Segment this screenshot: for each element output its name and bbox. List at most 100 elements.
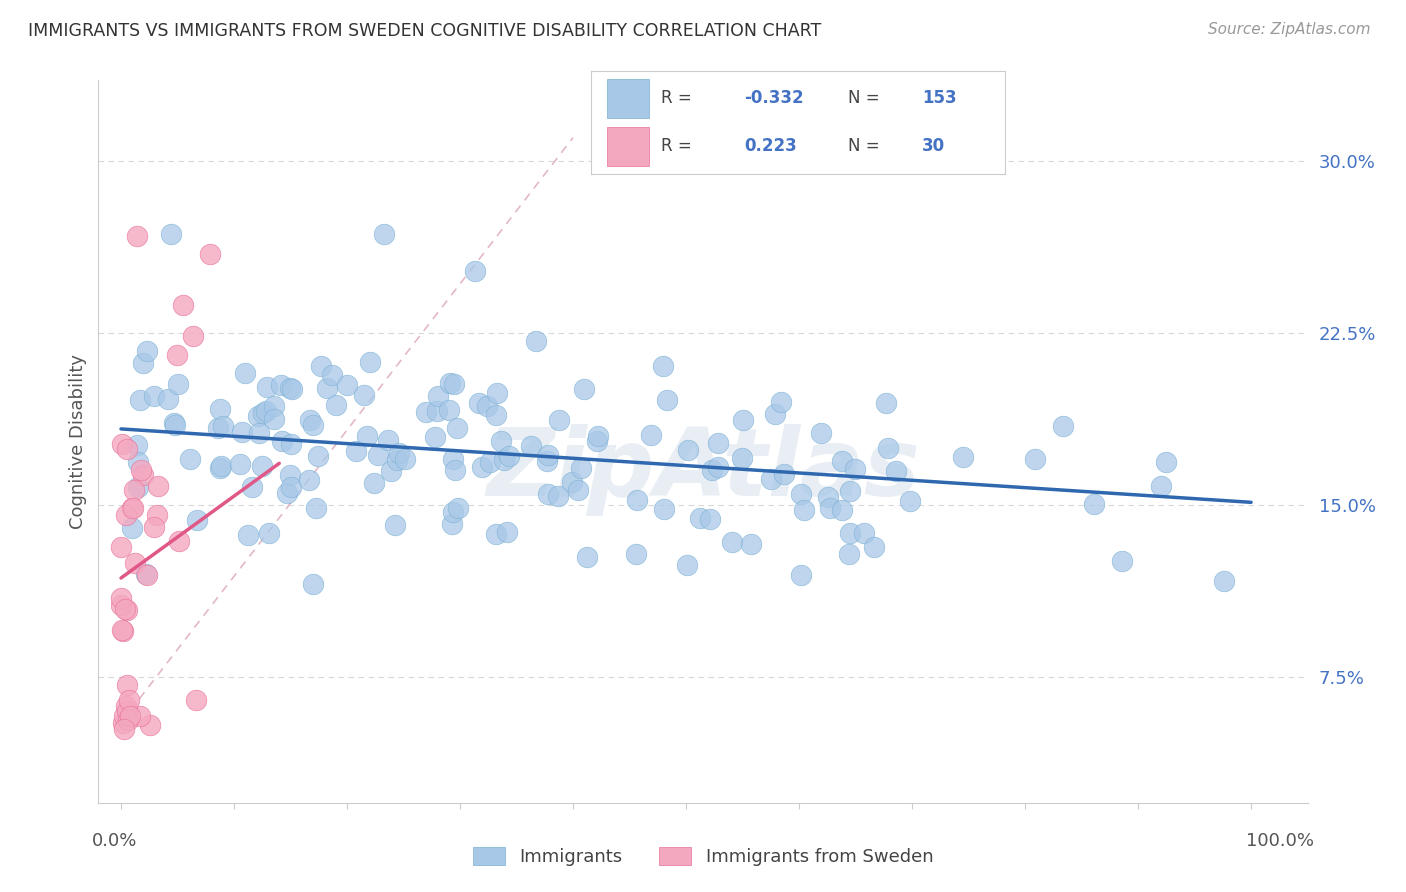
Point <box>127 455 149 469</box>
Point <box>524 334 547 348</box>
Point <box>110 591 132 606</box>
Point <box>114 602 136 616</box>
Point <box>114 699 136 714</box>
Point <box>426 404 449 418</box>
Point <box>209 461 232 475</box>
Point <box>250 459 273 474</box>
Text: 30: 30 <box>922 137 945 155</box>
Point <box>278 381 301 395</box>
Point <box>875 396 897 410</box>
Point <box>877 441 900 455</box>
Point <box>156 392 179 406</box>
Point <box>702 463 724 477</box>
Point <box>233 366 256 380</box>
Point <box>770 395 793 409</box>
Point <box>316 381 339 395</box>
Point <box>127 437 149 451</box>
Point <box>254 404 277 418</box>
Bar <box>607 127 648 166</box>
Point <box>655 393 678 408</box>
Point <box>172 297 194 311</box>
Point <box>707 436 730 450</box>
Point <box>498 449 520 463</box>
Point <box>898 494 921 508</box>
Point <box>302 418 325 433</box>
Point <box>142 389 165 403</box>
Point <box>1156 455 1178 469</box>
Point <box>464 263 486 277</box>
Point <box>1212 574 1234 589</box>
Point <box>112 708 135 723</box>
Point <box>278 467 301 482</box>
Point <box>477 399 499 413</box>
Point <box>567 483 589 497</box>
Point <box>547 489 569 503</box>
Point <box>110 599 132 613</box>
Point <box>336 378 359 392</box>
Text: 100.0%: 100.0% <box>1246 831 1313 850</box>
Point <box>626 492 648 507</box>
Point <box>437 403 460 417</box>
Point <box>820 500 842 515</box>
Point <box>309 359 332 373</box>
Point <box>721 535 744 549</box>
Point <box>110 540 132 554</box>
Point <box>707 459 730 474</box>
Point <box>212 418 235 433</box>
Point <box>127 480 149 494</box>
Point <box>146 508 169 522</box>
Point <box>626 547 648 561</box>
Point <box>479 455 502 469</box>
Point <box>485 386 508 401</box>
Point <box>179 452 201 467</box>
Point <box>385 453 408 467</box>
Point <box>537 448 560 462</box>
Point <box>280 382 302 396</box>
Point <box>443 463 465 477</box>
Point <box>231 425 253 439</box>
Point <box>495 524 517 539</box>
Point <box>129 463 152 477</box>
Point <box>394 452 416 467</box>
Point <box>652 502 675 516</box>
Point <box>838 548 860 562</box>
Point <box>301 577 323 591</box>
Point <box>344 444 367 458</box>
Point <box>699 512 721 526</box>
Point <box>238 528 260 542</box>
Point <box>148 479 170 493</box>
Point <box>359 354 381 368</box>
Point <box>198 247 221 261</box>
Point <box>588 428 610 442</box>
Point <box>138 718 160 732</box>
Point <box>128 392 150 407</box>
Point <box>485 408 508 422</box>
Point <box>115 678 138 692</box>
Point <box>112 715 135 730</box>
Point <box>740 537 762 551</box>
Point <box>127 229 149 244</box>
Point <box>112 624 135 639</box>
Point <box>388 446 411 460</box>
Text: -0.332: -0.332 <box>744 89 804 107</box>
Text: IMMIGRANTS VS IMMIGRANTS FROM SWEDEN COGNITIVE DISABILITY CORRELATION CHART: IMMIGRANTS VS IMMIGRANTS FROM SWEDEN COG… <box>28 22 821 40</box>
Point <box>952 450 974 464</box>
Point <box>142 520 165 534</box>
Point <box>839 483 862 498</box>
Point <box>263 399 285 413</box>
Point <box>443 376 465 391</box>
Point <box>305 500 328 515</box>
Point <box>115 508 138 523</box>
Point <box>115 442 138 456</box>
Point <box>640 427 662 442</box>
Point <box>263 412 285 426</box>
Point <box>240 480 263 494</box>
Point <box>1083 497 1105 511</box>
Point <box>124 556 146 570</box>
Point <box>299 413 322 427</box>
Point <box>117 713 139 727</box>
Point <box>439 376 461 391</box>
Point <box>380 464 402 478</box>
Point <box>186 513 208 527</box>
Point <box>423 430 446 444</box>
